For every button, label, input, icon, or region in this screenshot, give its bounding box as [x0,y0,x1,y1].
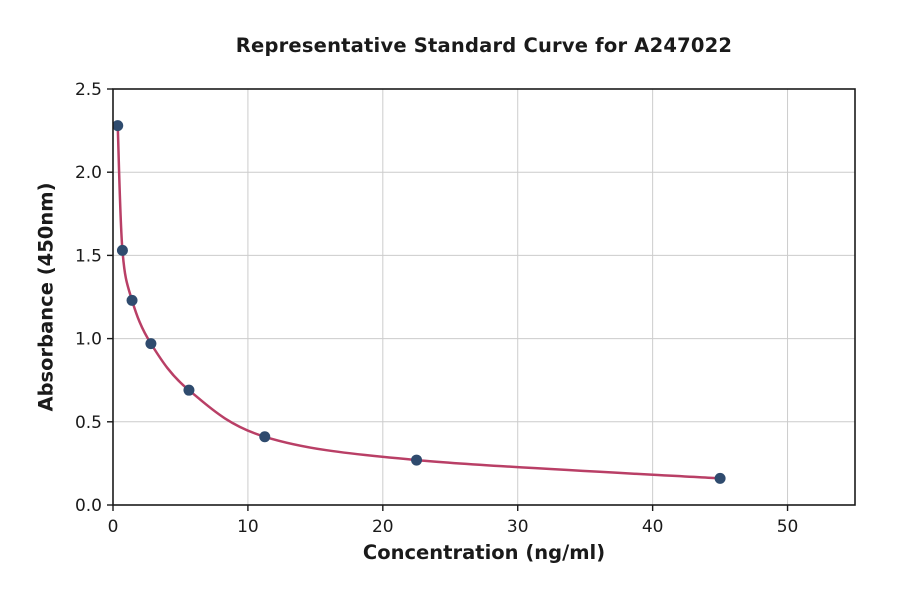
x-tick-label: 20 [372,517,394,537]
x-tick-label: 50 [777,517,799,537]
data-point [145,338,157,350]
y-tick-label: 1.0 [75,330,102,350]
y-axis-title: Absorbance (450nm) [34,182,58,412]
data-point [183,384,195,396]
data-point [113,120,124,132]
fit-curve [116,125,721,480]
plot-border [112,88,856,506]
x-tick-label: 40 [642,517,664,537]
x-tick-label: 0 [108,517,119,537]
x-axis-title: Concentration (ng/ml) [362,541,606,564]
chart-title: Representative Standard Curve for A24702… [235,34,733,57]
x-tick-label: 30 [507,517,529,537]
data-point [259,431,271,443]
y-tick-label: 0.5 [75,413,102,433]
y-tick-label: 1.5 [75,246,102,266]
data-point [116,244,128,256]
data-point [714,472,726,484]
y-tick-label: 2.0 [75,163,102,183]
y-tick-label: 0.0 [75,496,102,516]
y-tick-label: 2.5 [75,80,102,100]
data-point [126,294,138,306]
data-point [411,454,423,466]
x-tick-label: 10 [237,517,259,537]
